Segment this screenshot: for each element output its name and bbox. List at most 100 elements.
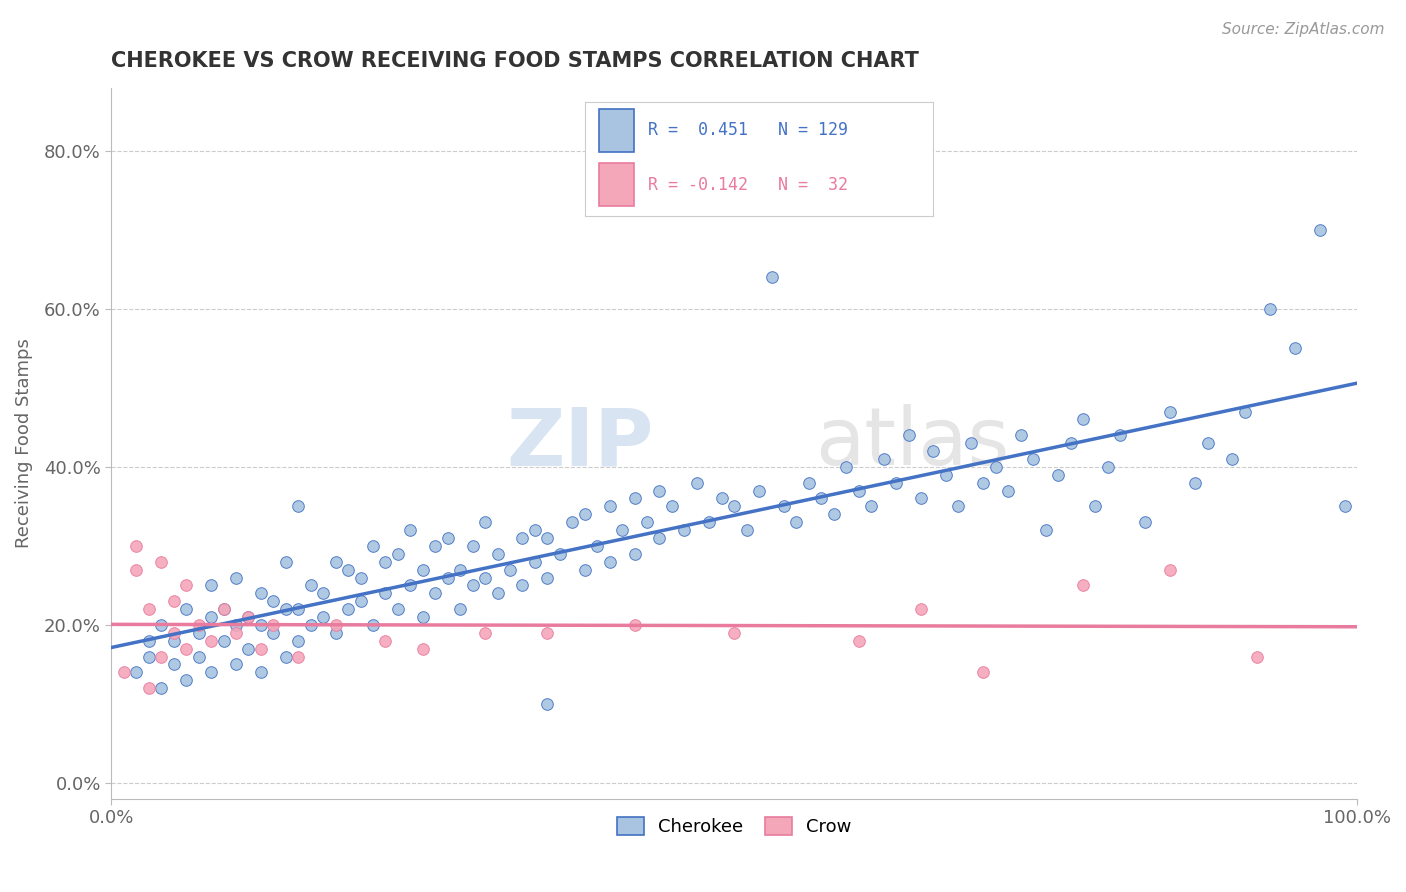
Point xyxy=(835,459,858,474)
Point xyxy=(361,618,384,632)
Point xyxy=(723,625,745,640)
Point xyxy=(374,555,396,569)
Point xyxy=(361,539,384,553)
Point xyxy=(163,594,186,608)
Point xyxy=(873,452,896,467)
Point xyxy=(797,475,820,490)
Point xyxy=(138,602,160,616)
Point xyxy=(610,523,633,537)
Point xyxy=(436,570,458,584)
Point xyxy=(1197,436,1219,450)
Point xyxy=(125,563,148,577)
Point xyxy=(673,523,696,537)
Point xyxy=(960,436,983,450)
Point xyxy=(574,508,596,522)
Point xyxy=(250,641,273,656)
Point xyxy=(238,641,260,656)
Point xyxy=(274,649,297,664)
Point xyxy=(287,602,309,616)
Point xyxy=(238,610,260,624)
Point xyxy=(436,531,458,545)
Point xyxy=(984,459,1007,474)
Point xyxy=(449,602,471,616)
Point xyxy=(1184,475,1206,490)
Point xyxy=(636,515,658,529)
Point xyxy=(150,618,173,632)
Point xyxy=(1159,404,1181,418)
Point xyxy=(374,633,396,648)
Point xyxy=(387,547,409,561)
Text: CHEROKEE VS CROW RECEIVING FOOD STAMPS CORRELATION CHART: CHEROKEE VS CROW RECEIVING FOOD STAMPS C… xyxy=(111,51,920,70)
Point xyxy=(349,570,371,584)
Point xyxy=(187,649,209,664)
Point xyxy=(337,602,360,616)
Point xyxy=(512,578,534,592)
Point xyxy=(1010,428,1032,442)
Point xyxy=(536,570,558,584)
Point xyxy=(225,570,247,584)
Point xyxy=(187,625,209,640)
Point xyxy=(150,649,173,664)
Point xyxy=(163,625,186,640)
Point xyxy=(848,483,870,498)
Point xyxy=(935,467,957,482)
Point xyxy=(262,594,284,608)
Point xyxy=(174,578,197,592)
Point xyxy=(225,618,247,632)
Point xyxy=(174,641,197,656)
Point xyxy=(274,602,297,616)
Point xyxy=(174,602,197,616)
Point xyxy=(561,515,583,529)
Point xyxy=(1097,459,1119,474)
Point xyxy=(1047,467,1070,482)
Point xyxy=(884,475,907,490)
Point xyxy=(1284,342,1306,356)
Point xyxy=(337,563,360,577)
Point xyxy=(1071,412,1094,426)
Point xyxy=(599,500,621,514)
Point xyxy=(150,681,173,696)
Point xyxy=(536,625,558,640)
Point xyxy=(212,602,235,616)
Point xyxy=(1109,428,1132,442)
Point xyxy=(174,673,197,688)
Point xyxy=(997,483,1019,498)
Point xyxy=(262,618,284,632)
Point xyxy=(461,578,484,592)
Point xyxy=(425,586,447,600)
Point xyxy=(299,578,322,592)
Point xyxy=(661,500,683,514)
Point xyxy=(1159,563,1181,577)
Point xyxy=(972,665,994,680)
Point xyxy=(1333,500,1355,514)
Point xyxy=(723,500,745,514)
Point xyxy=(287,633,309,648)
Point xyxy=(773,500,796,514)
Point xyxy=(200,633,222,648)
Point xyxy=(138,681,160,696)
Point xyxy=(412,610,434,624)
Point xyxy=(212,602,235,616)
Point xyxy=(412,641,434,656)
Point xyxy=(474,570,496,584)
Point xyxy=(910,491,932,506)
Point xyxy=(948,500,970,514)
Point xyxy=(548,547,571,561)
Point xyxy=(710,491,733,506)
Point xyxy=(150,555,173,569)
Point xyxy=(574,563,596,577)
Point xyxy=(486,547,509,561)
Point xyxy=(187,618,209,632)
Point xyxy=(238,610,260,624)
Point xyxy=(623,491,645,506)
Point xyxy=(623,547,645,561)
Point xyxy=(325,555,347,569)
Point xyxy=(325,618,347,632)
Point xyxy=(399,578,422,592)
Point xyxy=(325,625,347,640)
Point xyxy=(412,563,434,577)
Point xyxy=(748,483,770,498)
Point xyxy=(1059,436,1081,450)
Point xyxy=(1233,404,1256,418)
Point xyxy=(163,657,186,672)
